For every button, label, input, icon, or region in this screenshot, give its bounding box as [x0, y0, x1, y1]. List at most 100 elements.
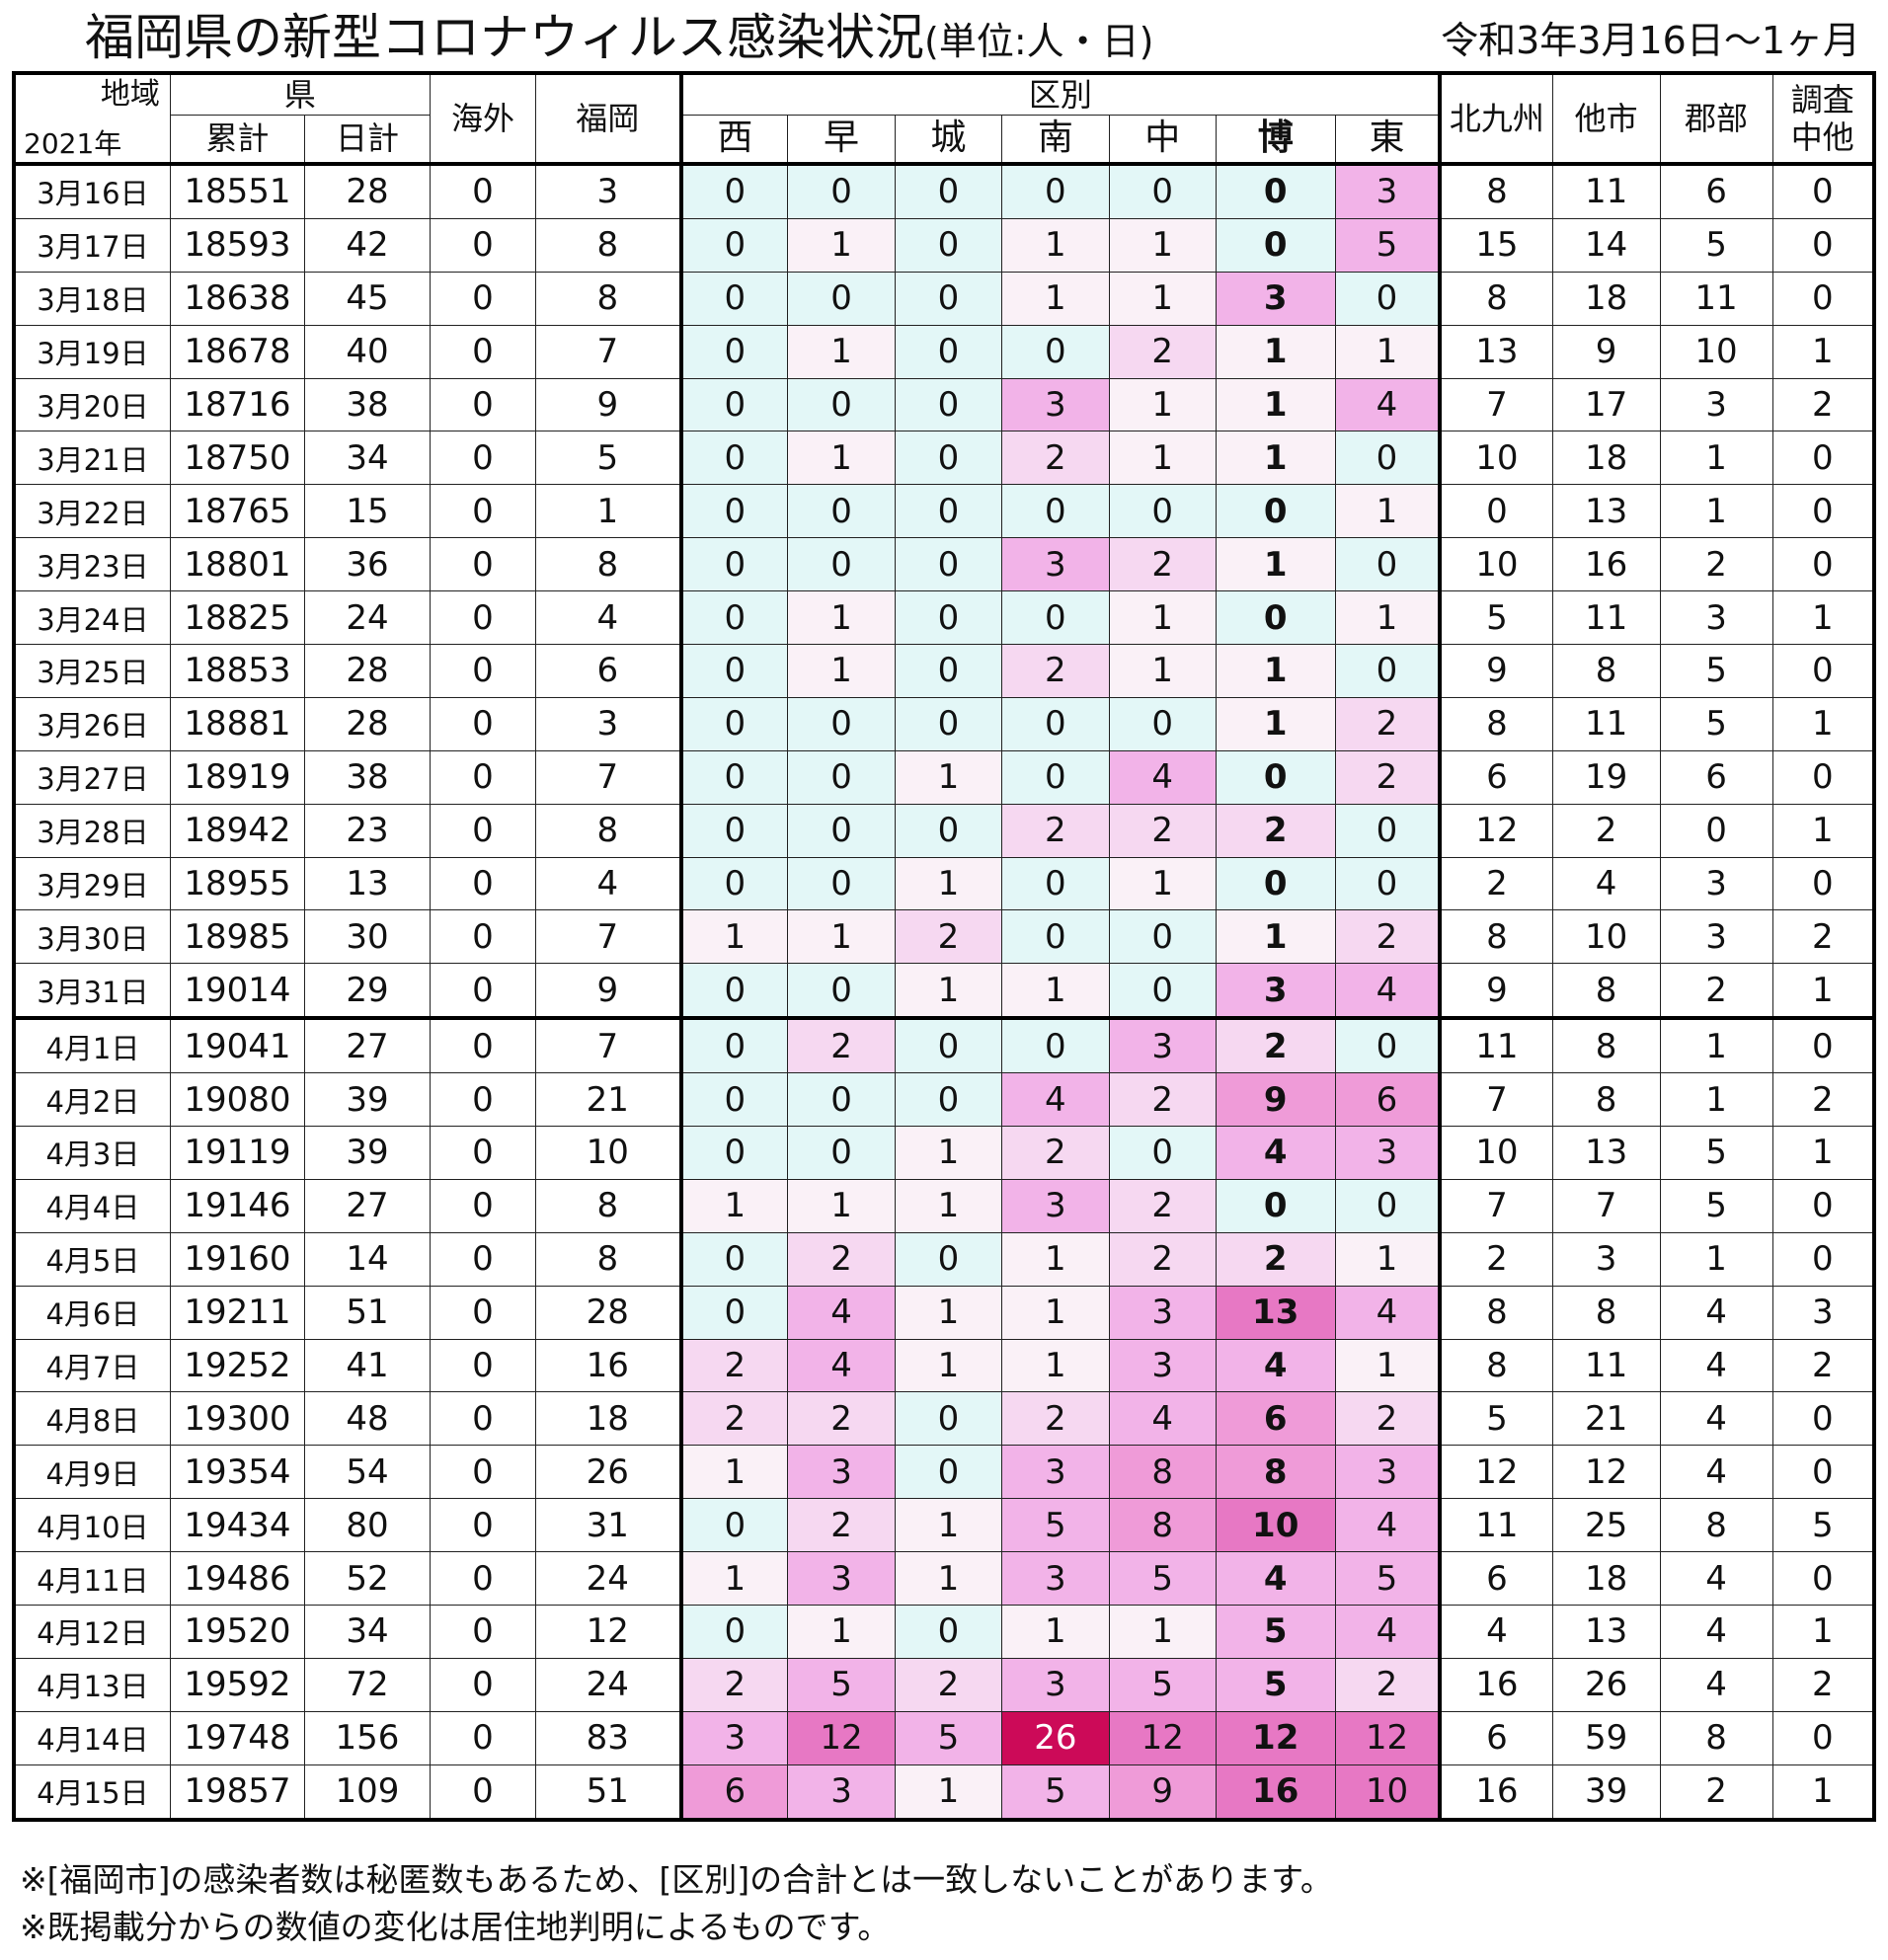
ward-cell-nishi: 0	[678, 963, 789, 1019]
cumulative-cell: 19300	[169, 1391, 305, 1447]
districts-cell: 3	[1659, 377, 1773, 432]
table-row: 3月25日 18853 28 0 6 0 1 0 2 1 1 0 9 8 5 0	[13, 644, 1875, 698]
ward-cell-sawara: 1	[787, 590, 896, 646]
ward-cell-minami: 0	[1000, 856, 1110, 911]
overseas-cell: 0	[430, 644, 536, 698]
fukuoka-cell: 8	[534, 271, 682, 326]
ward-cell-nishi: 2	[678, 1338, 789, 1393]
ward-cell-hakata: 1	[1215, 696, 1336, 751]
districts-cell: 5	[1659, 644, 1773, 698]
table-row: 4月9日 19354 54 0 26 1 3 0 3 8 8 3 12 12 4 0	[13, 1445, 1875, 1500]
ward-cell-sawara: 1	[787, 431, 896, 486]
ward-cell-minami: 2	[1000, 431, 1110, 486]
ward-cell-higashi: 1	[1334, 1231, 1443, 1287]
investigating-cell: 2	[1771, 377, 1875, 432]
ward-cell-hakata: 4	[1215, 1338, 1336, 1393]
ward-cell-chuo: 8	[1108, 1498, 1217, 1553]
other-cities-cell: 13	[1551, 484, 1661, 539]
other-cities-cell: 59	[1551, 1710, 1661, 1765]
date-cell: 3月26日	[13, 696, 171, 751]
ward-cell-higashi: 0	[1334, 644, 1443, 698]
ward-cell-nishi: 0	[678, 1498, 789, 1553]
ward-cell-jonan: 1	[894, 856, 1002, 911]
table-row: 4月13日 19592 72 0 24 2 5 2 3 5 5 2 16 26 4 2	[13, 1657, 1875, 1712]
other-cities-cell: 13	[1551, 1126, 1661, 1180]
daily-cell: 29	[303, 963, 432, 1019]
kitakyushu-cell: 5	[1439, 590, 1553, 646]
ward-header-higashi: 東	[1334, 114, 1443, 166]
cumulative-cell: 19252	[169, 1338, 305, 1393]
ward-cell-minami: 1	[1000, 1605, 1110, 1659]
ward-cell-higashi: 0	[1334, 271, 1443, 326]
overseas-cell: 0	[430, 1178, 536, 1233]
ward-cell-nishi: 1	[678, 1178, 789, 1233]
districts-cell: 4	[1659, 1657, 1773, 1712]
ward-cell-jonan: 0	[894, 1605, 1002, 1659]
ward-cell-sawara: 0	[787, 749, 896, 805]
kitakyushu-cell: 11	[1439, 1498, 1553, 1553]
fukuoka-cell: 6	[534, 644, 682, 698]
districts-cell: 2	[1659, 963, 1773, 1019]
ward-cell-jonan: 1	[894, 1178, 1002, 1233]
districts-cell: 0	[1659, 803, 1773, 858]
ward-cell-hakata: 1	[1215, 537, 1336, 592]
cumulative-cell: 19486	[169, 1551, 305, 1607]
overseas-cell: 0	[430, 1126, 536, 1180]
date-cell: 4月11日	[13, 1551, 171, 1607]
ward-cell-chuo: 0	[1108, 963, 1217, 1019]
ward-header-hakata: 博	[1215, 114, 1336, 166]
ward-cell-hakata: 12	[1215, 1710, 1336, 1765]
other-cities-cell: 3	[1551, 1231, 1661, 1287]
ward-cell-jonan: 1	[894, 1285, 1002, 1340]
ward-cell-hakata: 1	[1215, 909, 1336, 965]
table-row: 4月12日 19520 34 0 12 0 1 0 1 1 5 4 4 13 4 1	[13, 1605, 1875, 1659]
ward-cell-higashi: 12	[1334, 1710, 1443, 1765]
ward-cell-minami: 3	[1000, 537, 1110, 592]
overseas-cell: 0	[430, 1498, 536, 1553]
overseas-cell: 0	[430, 1605, 536, 1659]
ward-cell-higashi: 0	[1334, 1016, 1443, 1074]
investigating-cell: 0	[1771, 163, 1875, 219]
overseas-cell: 0	[430, 324, 536, 379]
cumulative-cell: 19119	[169, 1126, 305, 1180]
ward-cell-nishi: 1	[678, 1551, 789, 1607]
fukuoka-cell: 26	[534, 1445, 682, 1500]
ward-cell-hakata: 0	[1215, 590, 1336, 646]
ward-header-sawara: 早	[787, 114, 896, 166]
ward-cell-nishi: 0	[678, 271, 789, 326]
cumulative-cell: 18765	[169, 484, 305, 539]
ward-cell-hakata: 8	[1215, 1445, 1336, 1500]
ward-cell-chuo: 5	[1108, 1657, 1217, 1712]
cumulative-cell: 19354	[169, 1445, 305, 1500]
period-label: 令和3年3月16日～1ヶ月	[1441, 19, 1860, 62]
ward-cell-minami: 2	[1000, 803, 1110, 858]
ward-cell-higashi: 0	[1334, 803, 1443, 858]
ward-cell-higashi: 4	[1334, 1285, 1443, 1340]
fukuoka-cell: 8	[534, 1178, 682, 1233]
ward-cell-minami: 0	[1000, 163, 1110, 219]
ward-cell-chuo: 2	[1108, 1231, 1217, 1287]
overseas-cell: 0	[430, 590, 536, 646]
ward-cell-nishi: 0	[678, 484, 789, 539]
districts-cell: 5	[1659, 1126, 1773, 1180]
ward-cell-hakata: 0	[1215, 749, 1336, 805]
ward-cell-sawara: 1	[787, 324, 896, 379]
overseas-cell: 0	[430, 963, 536, 1019]
table-body: 3月16日 18551 28 0 3 0 0 0 0 0 0 3 8 11 6 0 3月17日 18593 42 0 8…	[13, 163, 1875, 1821]
ward-cell-sawara: 1	[787, 909, 896, 965]
table-row: 3月26日 18881 28 0 3 0 0 0 0 0 1 2 8 11 5 1	[13, 696, 1875, 751]
ward-cell-minami: 5	[1000, 1498, 1110, 1553]
note-1: ※[福岡市]の感染者数は秘匿数もあるため、[区別]の合計とは一致しないことがあり…	[20, 1860, 1333, 1899]
ward-cell-chuo: 1	[1108, 217, 1217, 273]
ward-cell-sawara: 0	[787, 163, 896, 219]
ward-cell-hakata: 13	[1215, 1285, 1336, 1340]
ward-cell-sawara: 0	[787, 803, 896, 858]
ward-cell-higashi: 0	[1334, 537, 1443, 592]
investigating-cell: 1	[1771, 803, 1875, 858]
investigating-cell: 1	[1771, 696, 1875, 751]
ward-cell-chuo: 4	[1108, 1391, 1217, 1447]
ward-cell-higashi: 0	[1334, 856, 1443, 911]
ward-cell-chuo: 2	[1108, 1178, 1217, 1233]
table-row: 4月14日 19748 156 0 83 3 12 5 26 12 12 12 6 59 8 0	[13, 1710, 1875, 1765]
ward-cell-jonan: 0	[894, 696, 1002, 751]
